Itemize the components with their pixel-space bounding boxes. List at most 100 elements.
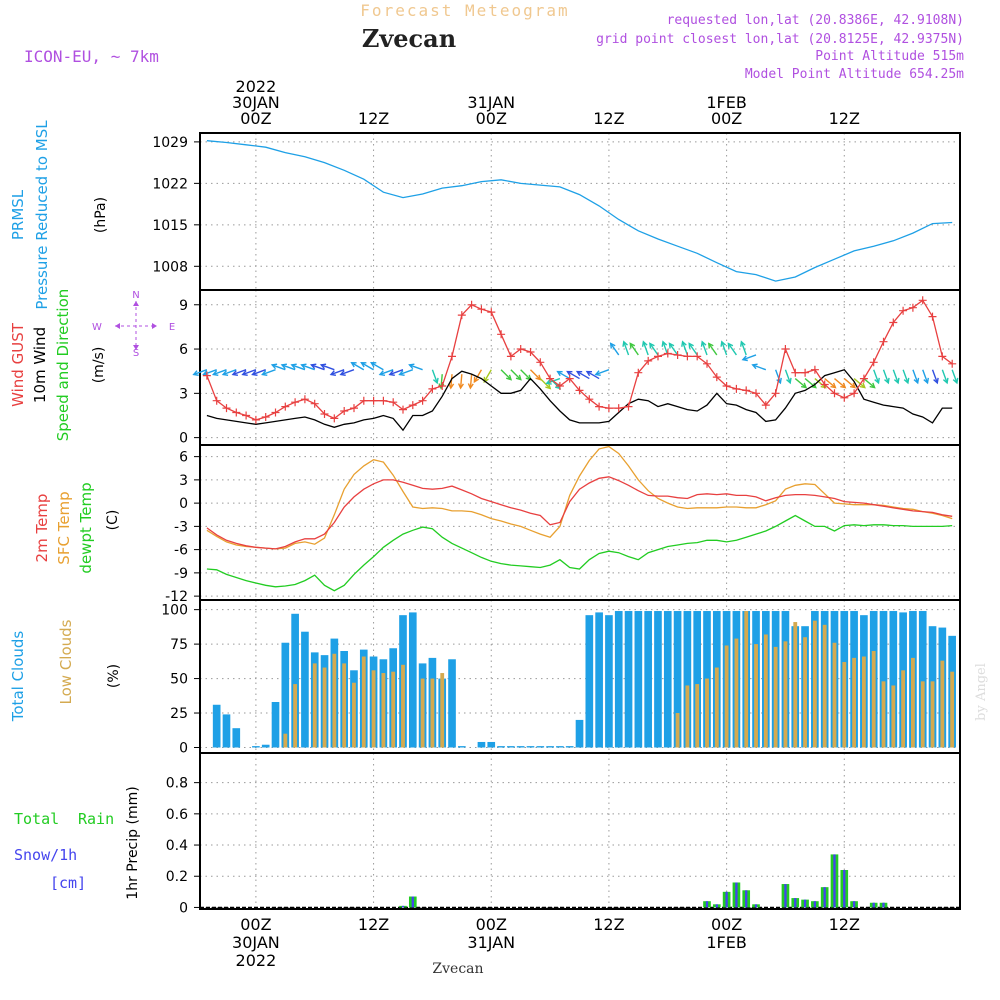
wind-arrow-head — [751, 363, 758, 370]
snow-bar-core — [852, 901, 856, 908]
total-cloud-bar — [301, 631, 309, 748]
low-cloud-bar — [714, 667, 719, 748]
wind-arrow-shaft — [642, 341, 649, 356]
precip-panel: 0.8 0.6 0.4 0.2 0 — [166, 752, 961, 916]
wind-arrow-head — [290, 363, 297, 370]
wind-gust-marker — [742, 386, 751, 395]
precip-ytick-label: 0 — [179, 900, 188, 916]
wind-arrow-shaft — [941, 369, 948, 384]
wind-arrow-shaft — [576, 370, 590, 380]
precip-ytick-label: 0.4 — [166, 838, 188, 854]
wind-arrow-shaft — [814, 378, 827, 389]
low-cloud-bar — [832, 642, 837, 748]
wind-arrow-shaft — [379, 369, 394, 376]
total-cloud-bar — [644, 611, 652, 748]
wind-arrow-head — [859, 382, 866, 389]
wind-arrow-shaft — [727, 343, 737, 356]
wind-arrow — [290, 363, 306, 371]
wind-arrow — [329, 369, 345, 376]
temp-2m-label: 2m Temp — [33, 494, 51, 563]
wind-arrow — [408, 363, 423, 371]
total-cloud-bar — [516, 746, 525, 748]
wind-arrow-shaft — [252, 369, 266, 376]
wind-arrow-shaft — [529, 369, 541, 381]
wind-arrow-shaft — [361, 362, 374, 371]
wind-gust-marker — [320, 410, 329, 418]
wind-arrow-head — [506, 374, 513, 381]
wind-arrow-head — [661, 340, 668, 347]
compass-e: E — [169, 322, 175, 333]
wind-arrow — [784, 369, 792, 385]
wind-arrow-head — [339, 370, 346, 376]
wind-gust-marker — [389, 398, 398, 407]
wind-arrow — [951, 369, 959, 385]
snow-bar-core — [833, 854, 836, 908]
wind-arrow-head — [952, 377, 959, 385]
total-cloud-bar — [222, 714, 231, 748]
wind-arrow-shaft — [662, 341, 669, 356]
wind-arrow-head — [893, 377, 900, 385]
top-hour-label: 00Z — [476, 109, 507, 128]
low-cloud-bar — [312, 663, 317, 748]
wind-arrow-head — [727, 342, 734, 349]
wind-ytick-label: 6 — [179, 342, 188, 358]
product-title: Forecast Meteogram — [360, 1, 569, 20]
wind-arrow-shaft — [483, 369, 492, 383]
snow-bar-core — [705, 901, 709, 908]
wind-arrow — [681, 340, 689, 356]
wind-gust-marker — [330, 414, 339, 423]
low-cloud-bar — [430, 678, 435, 748]
wind-arrow-shaft — [740, 341, 747, 356]
total-clouds-label: Total Clouds — [9, 631, 27, 723]
low-cloud-bar — [881, 681, 886, 748]
low-cloud-bar — [950, 671, 955, 748]
compass-n: N — [132, 290, 139, 301]
wind-arrow-shaft — [708, 343, 718, 356]
wind-gust-marker — [281, 402, 290, 411]
pressure-labels: PRMSL Pressure Reduced to MSL (hPa) — [9, 120, 109, 310]
wind-arrow — [843, 378, 857, 389]
wind-arrow — [740, 340, 747, 356]
wind-arrow-head — [467, 383, 474, 390]
wind-gust-marker — [948, 359, 957, 368]
total-cloud-bar — [918, 611, 927, 748]
wind-gust-marker — [712, 373, 721, 382]
low-cloud-bar — [361, 656, 366, 748]
temp-ytick-label: -9 — [174, 566, 188, 582]
total-cloud-bar — [624, 611, 633, 748]
model-altitude: Model Point Altitude 654.25m — [745, 67, 964, 82]
low-cloud-bar — [871, 651, 876, 748]
wind-arrow-head — [211, 370, 219, 376]
wind-arrow — [622, 340, 630, 356]
wind-gust-marker — [536, 358, 545, 367]
total-cloud-bar — [683, 611, 692, 748]
bottom-hour-label: 00Z — [240, 915, 271, 934]
wind-arrow-head — [483, 376, 489, 384]
temp-ytick-label: -6 — [174, 543, 188, 559]
gridpoint-coords: grid point closest lon,lat (20.8125E, 42… — [596, 32, 964, 47]
wind-gust-marker — [918, 296, 927, 305]
wind-arrow-head — [740, 340, 746, 347]
wind-arrow — [473, 369, 483, 384]
wind-arrow-head — [370, 361, 377, 368]
wind-10m-label: 10m Wind — [31, 327, 49, 403]
wind-arrow-shaft — [882, 369, 889, 384]
wind-arrow-head — [545, 379, 552, 385]
low-cloud-bar — [852, 657, 857, 748]
wind-arrow-head — [448, 383, 455, 390]
low-cloud-bar — [322, 667, 327, 748]
wind-arrow-shaft — [701, 341, 708, 356]
wind-arrow — [261, 369, 276, 376]
low-cloud-bar — [440, 673, 445, 748]
wind-gust-marker — [889, 318, 898, 327]
wind-gust-marker — [546, 374, 555, 383]
low-cloud-bar — [891, 685, 896, 748]
wind-arrow-shaft — [301, 364, 315, 371]
pressure-unit: (hPa) — [93, 197, 109, 233]
compass-s: S — [133, 348, 139, 359]
wind-gust-marker — [840, 393, 849, 402]
wind-arrow-shaft — [469, 374, 473, 389]
snow-bar-core — [803, 899, 807, 908]
low-cloud-bar — [803, 637, 807, 748]
